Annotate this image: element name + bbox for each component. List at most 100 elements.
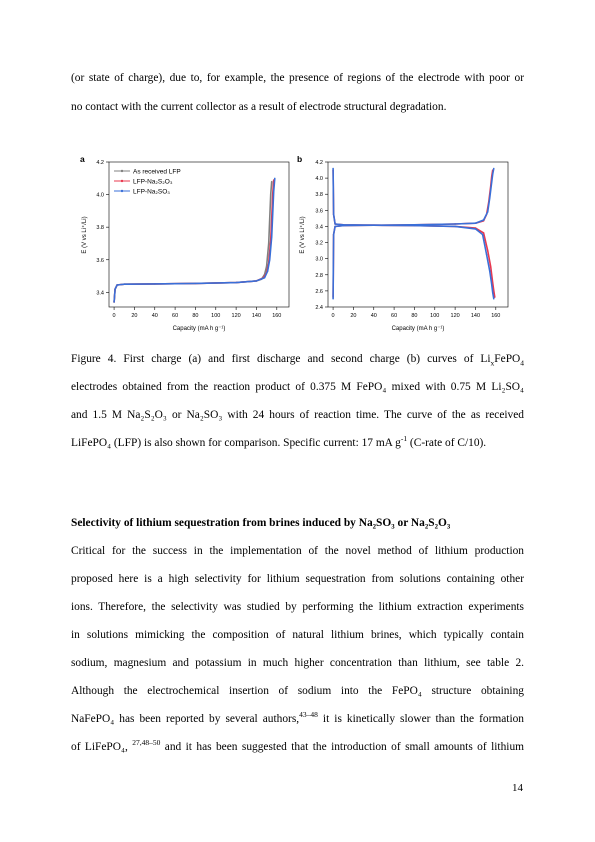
data-point [270,193,272,196]
y-tick-label: 3.4 [315,224,323,230]
chart-panel-a: 3.4 3.6 3.8 4.0 4.2 0 20 40 60 80 100 120 140 160 Cap… [81,160,290,332]
data-point [271,180,273,183]
data-point [342,224,344,227]
body-text-line: sodium, magnesium and potassium in much … [71,657,524,669]
data-point [491,181,493,183]
body-text-line: in solutions mimicking the composition o… [71,629,524,641]
x-tick-label: 120 [232,313,241,319]
legend-label-na2so3: LFP-Na₂SO₃ [133,189,170,196]
y-tick-label: 3.8 [315,192,323,198]
x-tick-label: 160 [272,313,281,319]
data-point [487,249,489,252]
y-tick-label: 3.6 [315,208,323,214]
data-point [493,298,495,300]
data-point [263,277,266,279]
panel-a-label: a [80,154,85,164]
body-text-line: (or state of charge), due to, for exampl… [71,72,524,84]
y-tick-label: 4.2 [315,160,323,166]
panel-b-label: b [297,154,302,164]
body-text-line: ions. Therefore, the selectivity was stu… [71,601,524,613]
y-tick-label: 3.6 [96,258,104,264]
data-point [492,173,494,175]
data-point [123,283,126,285]
x-tick-label: 20 [131,313,137,319]
figure-caption-line: and 1.5 M Na₂S₂O₃ or Na₂SO₃ with 24 hour… [71,409,524,421]
body-text-line: proposed here is a high selectivity for … [71,573,524,585]
data-point [274,177,276,179]
y-tick-label: 3.8 [96,225,104,231]
data-point [194,282,197,285]
x-tick-label: 20 [350,313,356,319]
data-point [265,265,268,267]
data-point [116,284,118,286]
plot-frame [327,161,509,308]
y-tick-label: 2.6 [315,289,323,295]
y-axis-label: E (V vs Li⁺/Li) [81,216,88,253]
y-tick-label: 4.0 [315,176,323,182]
data-point [255,280,258,282]
series-line-4 [332,168,495,299]
data-point [489,270,491,272]
legend-marker-as-received [120,169,124,173]
x-tick-label: 160 [491,313,500,319]
x-tick-label: 80 [192,313,198,319]
data-point [334,225,336,228]
section-heading: Selectivity of lithium sequestration fro… [71,517,451,529]
data-point [269,259,271,261]
data-point [413,224,416,226]
legend-marker-na2so3 [120,189,124,193]
series-line-3 [332,168,495,300]
data-point [482,232,485,234]
x-tick-label: 80 [411,313,417,319]
data-point [273,190,275,192]
legend-label-na2s2o3: LFP-Na₂S₂O₃ [133,179,173,186]
y-axis-label: E (V vs Li⁺/Li) [299,216,306,253]
data-point [490,266,492,268]
series-line-1 [332,170,496,298]
data-point [154,283,156,285]
data-point [332,233,335,236]
x-tick-label: 140 [252,313,261,319]
x-tick-label: 140 [471,313,480,319]
data-point [492,282,494,284]
x-axis-label: Capacity (mA h g⁻¹) [392,326,445,332]
figure-caption-line: electrodes obtained from the reaction pr… [71,381,524,393]
x-tick-label: 40 [371,313,377,319]
y-tick-label: 3.2 [315,241,323,247]
y-tick-label: 4.2 [96,160,104,166]
y-tick-label: 4.0 [96,193,104,199]
data-point [373,224,375,226]
data-point [235,281,237,284]
data-point [269,218,271,220]
body-text-line: no contact with the current collector as… [71,101,447,113]
x-tick-label: 60 [172,313,178,319]
x-tick-label: 100 [211,313,220,319]
figure-4: a b 3.4 3.6 3.8 4.0 4.2 0 20 40 60 80 100 120 140 160… [80,154,509,332]
body-text-line: NaFePO₄ has been reported by several aut… [71,710,524,725]
y-tick-label: 2.4 [315,305,323,311]
data-point [487,211,489,213]
data-point [272,213,274,215]
data-point [332,298,334,300]
y-tick-label: 3.0 [315,257,323,263]
y-tick-label: 3.4 [96,290,104,296]
legend: As received LFP LFP-Na₂S₂O₃ LFP-Na₂SO₃ [114,169,181,196]
data-point [114,288,116,290]
body-text-line: Although the electrochemical insertion o… [71,685,524,697]
series-line-3 [113,178,276,303]
data-point [492,291,494,294]
data-point [493,290,495,292]
data-point [494,296,496,298]
legend-label-as-received: As received LFP [133,169,181,176]
data-point [332,213,335,216]
x-tick-label: 120 [451,313,460,319]
data-point [489,197,491,199]
x-tick-label: 0 [332,313,335,319]
chart-panel-b: 2.4 2.6 2.8 3.0 3.2 3.4 3.6 3.8 4.0 4.2 0 20 40 60 80 1… [299,160,509,332]
data-point [474,228,477,230]
body-text-line: of LiFePO₄, 27,48–50 and it has been sug… [71,738,524,753]
figure-caption-line: Figure 4. First charge (a) and first dis… [71,353,524,368]
data-point [482,219,485,221]
data-point [268,242,270,245]
data-point [491,283,493,286]
